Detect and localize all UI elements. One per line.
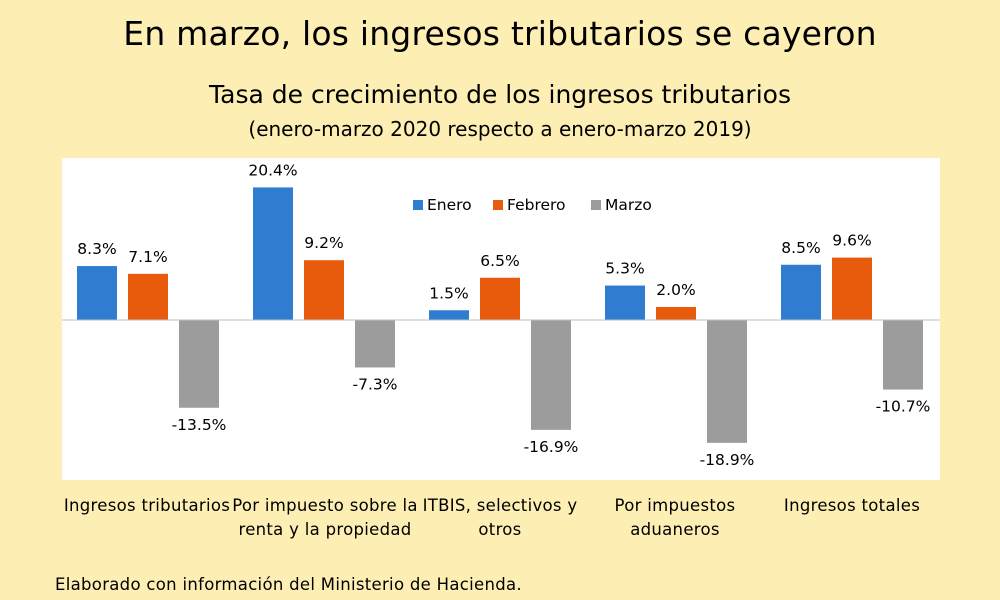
data-label-marzo-4: -10.7% <box>876 398 931 416</box>
category-label-itbis: ITBIS, selectivos y otros <box>422 496 578 539</box>
bar-enero-4 <box>781 264 821 320</box>
bar-febrero-1 <box>304 260 344 320</box>
legend-label-enero: Enero <box>427 196 472 214</box>
bar-marzo-0 <box>179 320 219 408</box>
legend-swatch-marzo <box>591 200 601 210</box>
bar-enero-3 <box>605 285 645 320</box>
bar-marzo-1 <box>355 320 395 368</box>
data-label-febrero-2: 6.5% <box>480 252 519 270</box>
bar-febrero-3 <box>656 307 696 320</box>
bar-marzo-2 <box>531 320 571 430</box>
data-label-febrero-1: 9.2% <box>304 234 343 252</box>
bar-marzo-4 <box>883 320 923 390</box>
bar-febrero-4 <box>832 257 872 320</box>
source-note: Elaborado con información del Ministerio… <box>55 575 522 594</box>
bar-febrero-0 <box>128 273 168 320</box>
bar-febrero-2 <box>480 277 520 320</box>
bar-enero-0 <box>77 266 117 320</box>
data-label-marzo-3: -18.9% <box>700 451 755 469</box>
data-label-enero-0: 8.3% <box>77 240 116 258</box>
category-label-ingresos-totales: Ingresos totales <box>783 496 921 515</box>
data-label-enero-3: 5.3% <box>605 260 644 278</box>
bar-enero-2 <box>429 310 469 320</box>
chart-subtitle: (enero-marzo 2020 respecto a enero-marzo… <box>248 117 752 141</box>
data-label-marzo-2: -16.9% <box>524 438 579 456</box>
category-label-ingresos-tributarios: Ingresos tributarios <box>63 496 231 515</box>
chart-headline: En marzo, los ingresos tributarios se ca… <box>123 14 877 53</box>
legend-swatch-enero <box>413 200 423 210</box>
data-label-marzo-1: -7.3% <box>353 375 398 393</box>
category-label-aduaneros: Por impuestos aduaneros <box>614 496 736 539</box>
data-label-febrero-0: 7.1% <box>128 248 167 266</box>
bar-marzo-3 <box>707 320 747 443</box>
category-label-renta-propiedad: Por impuesto sobre la renta y la propied… <box>232 496 418 539</box>
legend-label-febrero: Febrero <box>507 196 566 214</box>
bar-enero-1 <box>253 187 293 320</box>
data-label-enero-2: 1.5% <box>429 284 468 302</box>
legend-label-marzo: Marzo <box>605 196 652 214</box>
data-label-febrero-4: 9.6% <box>832 232 871 250</box>
data-label-enero-1: 20.4% <box>248 161 297 179</box>
data-label-marzo-0: -13.5% <box>172 416 227 434</box>
legend-swatch-febrero <box>493 200 503 210</box>
data-label-enero-4: 8.5% <box>781 239 820 257</box>
data-label-febrero-3: 2.0% <box>656 281 695 299</box>
chart-title: Tasa de crecimiento de los ingresos trib… <box>209 80 791 109</box>
